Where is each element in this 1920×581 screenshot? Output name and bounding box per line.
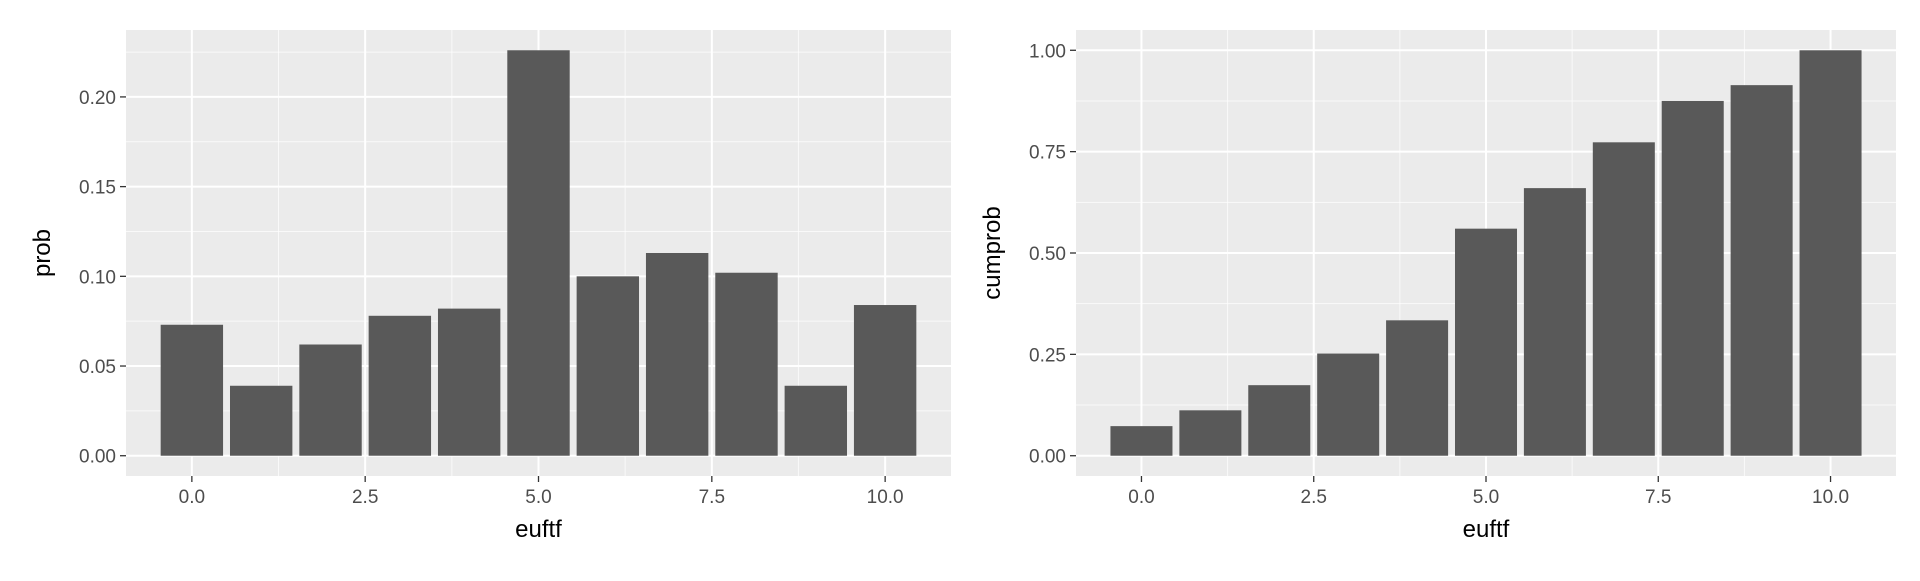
- bar-prob-7: [645, 253, 709, 456]
- bar-prob-8: [715, 272, 778, 456]
- x-tick-label: 7.5: [1645, 487, 1671, 508]
- x-tick-label: 10.0: [867, 487, 904, 508]
- y-tick-label: 0.00: [1029, 447, 1066, 468]
- bar-prob-5: [507, 50, 570, 456]
- x-tick-label: 7.5: [699, 487, 725, 508]
- bar-prob-9: [784, 385, 848, 456]
- bar-cumprob-0: [1110, 426, 1173, 456]
- y-tick-label: 0.15: [79, 178, 116, 199]
- y-tick-label: 0.00: [79, 447, 116, 468]
- y-axis-title: cumprob: [979, 206, 1006, 299]
- y-tick-label: 0.75: [1029, 143, 1066, 164]
- bar-prob-0: [160, 324, 224, 456]
- x-tick-label: 0.0: [179, 487, 205, 508]
- bar-prob-6: [576, 276, 640, 456]
- bar-cumprob-3: [1317, 353, 1380, 456]
- bar-cumprob-10: [1799, 50, 1862, 456]
- x-tick-label: 2.5: [352, 487, 378, 508]
- y-axis-title: prob: [29, 229, 56, 277]
- bar-cumprob-6: [1523, 188, 1586, 456]
- bar-cumprob-1: [1179, 410, 1242, 456]
- chart-panel-1: 0.0 2.5 5.0 7.5 10.0 0.00 0.05 0.10 0.15 0.20 euft…: [29, 30, 951, 543]
- bar-cumprob-5: [1454, 228, 1518, 456]
- x-tick-label: 0.0: [1128, 487, 1154, 508]
- y-tick-label: 0.25: [1029, 345, 1066, 366]
- bar-cumprob-8: [1661, 100, 1724, 456]
- bar-cumprob-7: [1592, 142, 1655, 456]
- y-tick-label: 0.20: [79, 88, 116, 109]
- x-axis-title: euftf: [1463, 516, 1510, 543]
- x-tick-label: 2.5: [1301, 487, 1327, 508]
- x-tick-label: 5.0: [1473, 487, 1499, 508]
- x-tick-label: 10.0: [1812, 487, 1849, 508]
- bar-prob-10: [853, 305, 917, 456]
- bar-cumprob-2: [1248, 385, 1311, 456]
- y-tick-label: 0.05: [79, 357, 116, 378]
- x-tick-label: 5.0: [525, 487, 551, 508]
- y-tick-label: 1.00: [1029, 41, 1066, 62]
- bar-cumprob-9: [1730, 85, 1793, 456]
- y-tick-label: 0.50: [1029, 244, 1066, 265]
- bar-cumprob-4: [1386, 320, 1449, 456]
- bar-prob-2: [299, 344, 362, 456]
- y-tick-label: 0.10: [79, 267, 116, 288]
- chart-panel-2: 0.0 2.5 5.0 7.5 10.0 0.00 0.25 0.50 0.75 1.00 euft…: [979, 30, 1896, 543]
- bar-prob-3: [368, 315, 432, 456]
- x-axis-title: euftf: [515, 516, 562, 543]
- bar-prob-4: [437, 308, 501, 456]
- bar-prob-1: [229, 385, 293, 456]
